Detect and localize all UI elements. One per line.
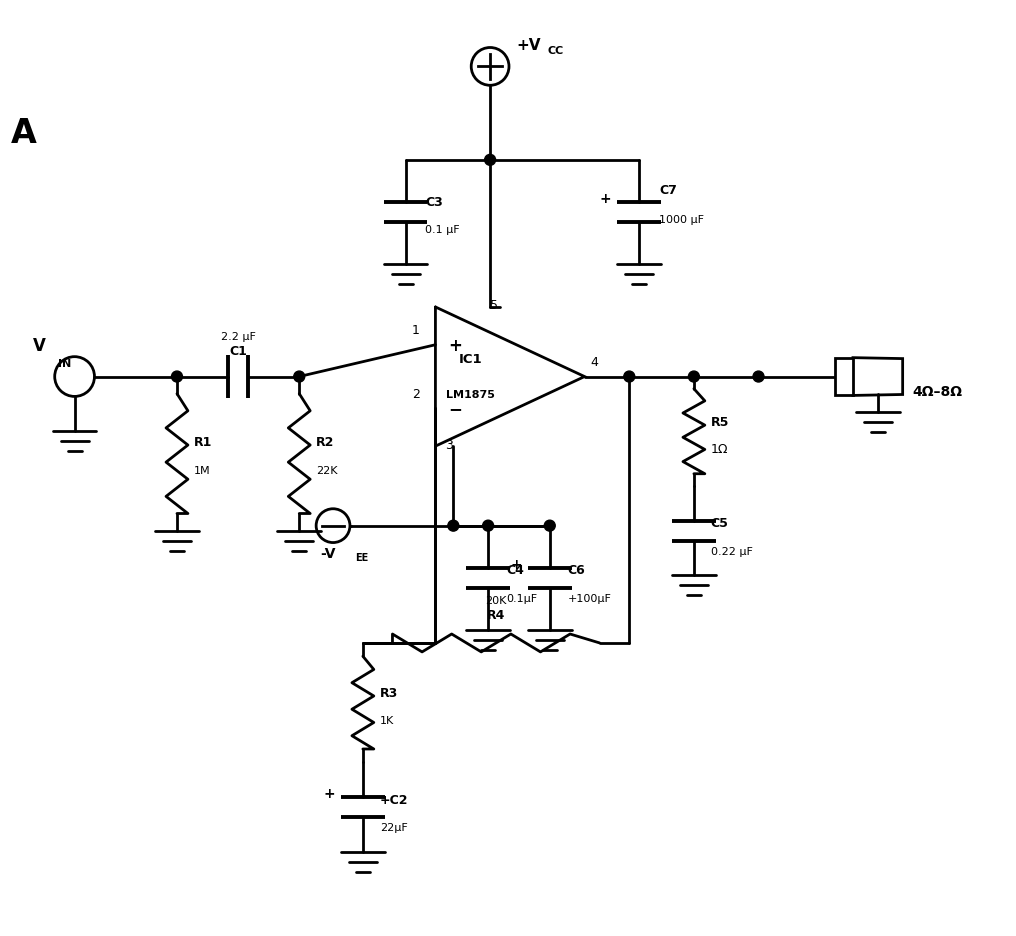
Text: R1: R1 xyxy=(194,435,212,448)
Text: CC: CC xyxy=(548,47,564,56)
Text: IN: IN xyxy=(58,358,71,368)
Text: 2.2 μF: 2.2 μF xyxy=(220,331,256,342)
Text: +100μF: +100μF xyxy=(568,593,612,603)
Text: EE: EE xyxy=(355,553,368,563)
Text: +: + xyxy=(323,786,335,800)
Text: 0.1 μF: 0.1 μF xyxy=(426,226,460,235)
Text: C3: C3 xyxy=(426,196,443,209)
Text: +V: +V xyxy=(516,38,541,53)
Text: R5: R5 xyxy=(711,416,729,429)
Text: 0.22 μF: 0.22 μF xyxy=(711,546,753,556)
Circle shape xyxy=(294,372,305,383)
Text: 4: 4 xyxy=(590,356,598,369)
Bar xyxy=(835,358,853,396)
Text: 2: 2 xyxy=(411,388,420,401)
Text: R4: R4 xyxy=(487,608,505,622)
Text: C4: C4 xyxy=(506,563,524,577)
Text: 22K: 22K xyxy=(316,466,337,476)
Text: +: + xyxy=(510,557,522,571)
Text: C7: C7 xyxy=(659,184,677,197)
Text: 20K: 20K xyxy=(486,595,507,606)
Text: +C2: +C2 xyxy=(380,793,408,806)
Circle shape xyxy=(545,520,555,532)
Text: +: + xyxy=(599,192,612,206)
Text: 3: 3 xyxy=(445,439,453,452)
Text: 1Ω: 1Ω xyxy=(711,442,728,455)
Text: 4Ω–8Ω: 4Ω–8Ω xyxy=(912,385,962,399)
Text: A: A xyxy=(11,117,37,151)
Text: R2: R2 xyxy=(316,435,334,448)
Text: −: − xyxy=(448,400,462,417)
Circle shape xyxy=(689,372,699,383)
Text: 1M: 1M xyxy=(194,466,210,476)
Circle shape xyxy=(483,520,494,532)
Text: 22μF: 22μF xyxy=(380,822,407,832)
Text: C5: C5 xyxy=(711,517,728,530)
Circle shape xyxy=(448,520,459,532)
Circle shape xyxy=(624,372,635,383)
Circle shape xyxy=(172,372,183,383)
Text: IC1: IC1 xyxy=(458,353,482,366)
Text: -V: -V xyxy=(320,547,336,561)
Text: 5: 5 xyxy=(490,299,498,312)
Text: 1K: 1K xyxy=(380,716,394,725)
Text: C6: C6 xyxy=(568,563,585,577)
Text: 1000 μF: 1000 μF xyxy=(659,215,704,226)
Text: V: V xyxy=(34,336,47,355)
Text: +: + xyxy=(448,336,462,355)
Text: 0.1μF: 0.1μF xyxy=(506,593,537,603)
Text: LM1875: LM1875 xyxy=(446,390,495,400)
Text: C1: C1 xyxy=(230,344,247,358)
Text: 1: 1 xyxy=(411,324,420,337)
Circle shape xyxy=(485,155,496,166)
Text: R3: R3 xyxy=(380,686,398,699)
Circle shape xyxy=(753,372,764,383)
